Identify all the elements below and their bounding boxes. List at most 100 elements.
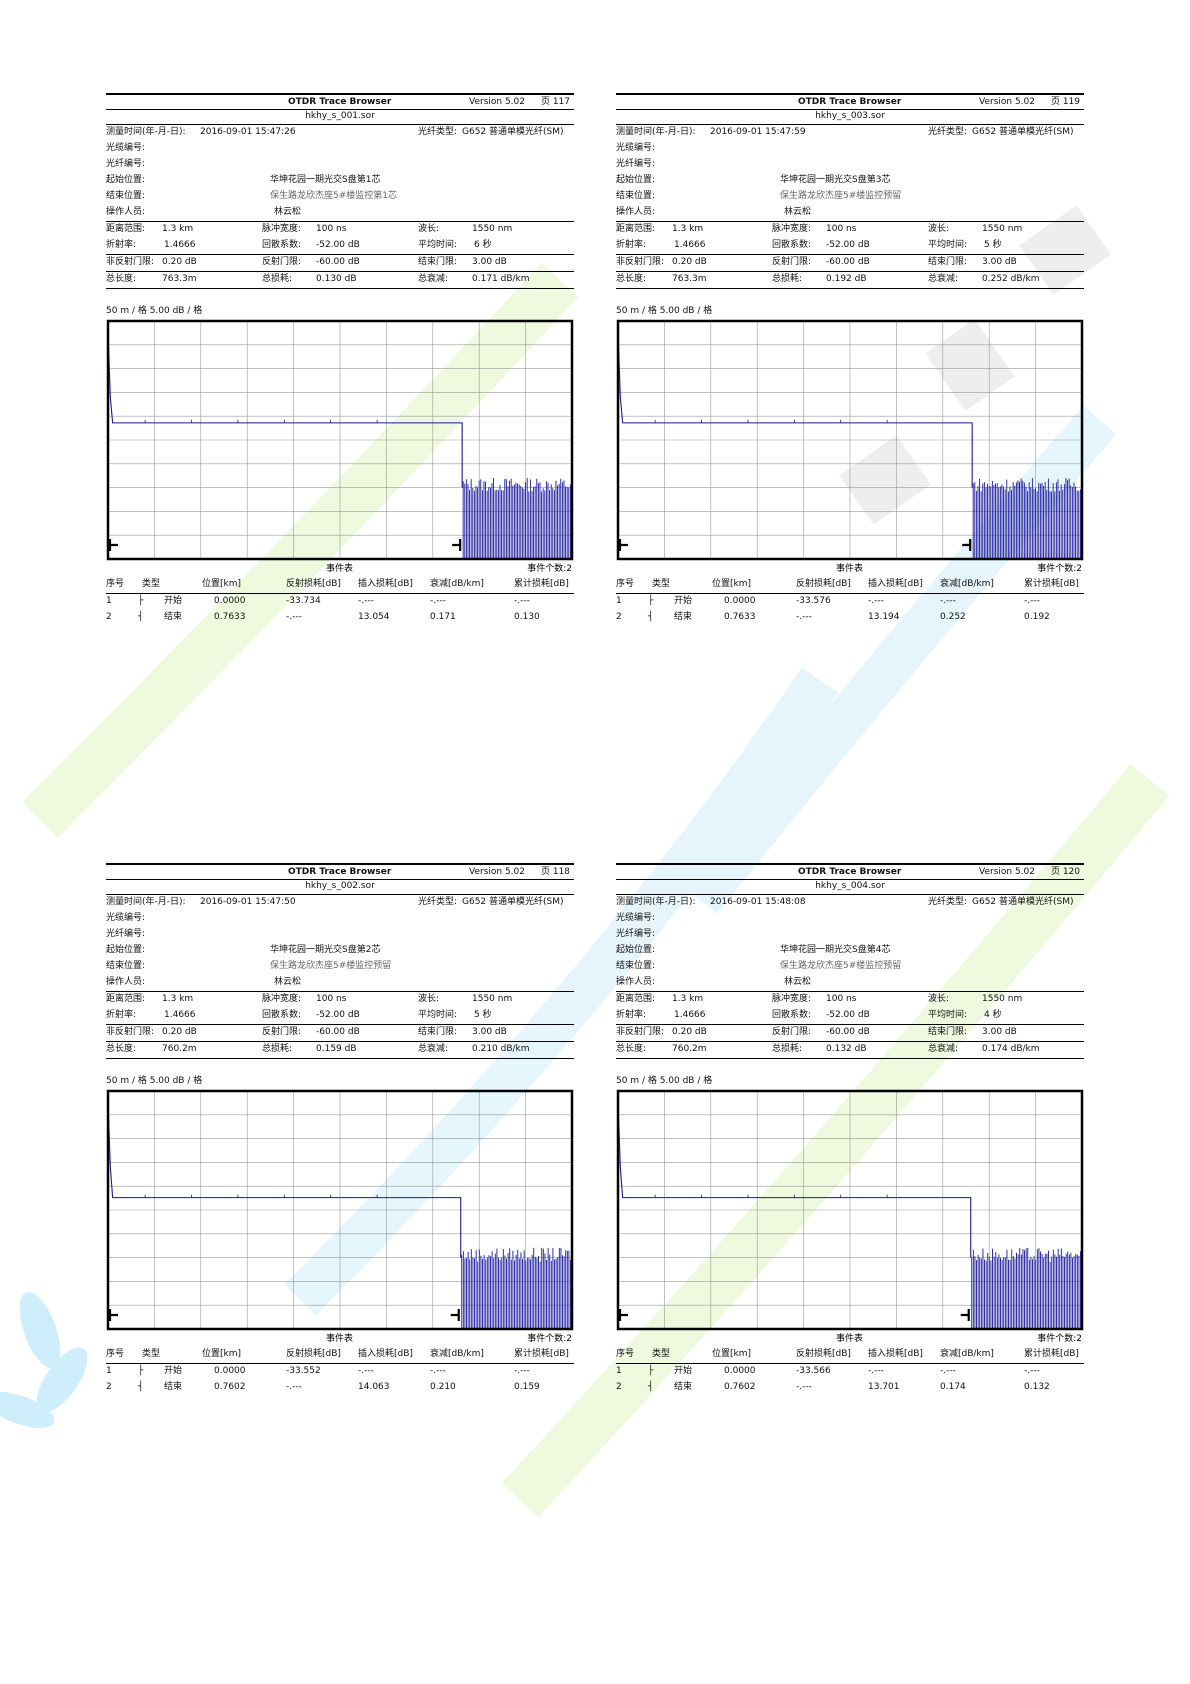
col-cum: 累计损耗[dB] (1024, 579, 1079, 589)
col-cum: 累计损耗[dB] (514, 579, 569, 589)
backscatter-value: -52.00 dB (826, 1010, 870, 1020)
otdr-report-4: OTDR Trace Browser Version 5.02 页 120 hk… (616, 863, 1084, 1396)
end-event-icon: ┤ (648, 1382, 654, 1392)
event-ins: 13.194 (868, 612, 900, 622)
report-title: OTDR Trace Browser (288, 97, 392, 107)
cable-no-label: 光缆编号: (106, 913, 146, 923)
event-cum: 0.130 (514, 612, 540, 622)
file-name: hkhy_s_004.sor (616, 880, 1084, 895)
scale-label: 50 m / 格 5.00 dB / 格 (106, 1076, 203, 1086)
total-len-label: 总长度: (106, 1044, 137, 1054)
event-refl: -33.576 (796, 596, 831, 606)
start-marker-icon (618, 1309, 628, 1321)
event-att: -.--- (430, 596, 446, 606)
index-label: 折射率: (616, 240, 647, 250)
event-pos: 0.0000 (724, 1366, 756, 1376)
event-refl: -.--- (796, 612, 812, 622)
fiber-type-value: G652 普通单模光纤(SM) (972, 127, 1074, 137)
start-marker-icon (108, 1309, 118, 1321)
report-title: OTDR Trace Browser (798, 867, 902, 877)
otdr-trace-chart: 事件表 事件个数:2 (106, 1089, 574, 1344)
cable-no-row: 光缆编号: (106, 141, 574, 157)
index-value: 1.4666 (674, 240, 706, 250)
event-table-title: 事件表 (836, 562, 863, 574)
fiber-type-value: G652 普通单模光纤(SM) (462, 897, 564, 907)
wavelength-label: 波长: (928, 994, 950, 1004)
index-value: 1.4666 (164, 240, 196, 250)
report-header: OTDR Trace Browser Version 5.02 页 119 (616, 93, 1084, 110)
backscatter-value: -52.00 dB (826, 240, 870, 250)
end-event-icon: ┤ (138, 612, 144, 622)
start-pos-value: 华坤花园一期光交S盘第1芯 (270, 175, 381, 185)
file-name: hkhy_s_001.sor (106, 110, 574, 125)
event-att: -.--- (430, 1366, 446, 1376)
event-table-title: 事件表 (836, 1332, 863, 1344)
total-atten-value: 0.174 dB/km (982, 1044, 1040, 1054)
fiber-no-row: 光纤编号: (106, 157, 574, 173)
event-table-header: 序号 类型 位置[km] 反射损耗[dB] 插入损耗[dB] 衰减[dB/km]… (106, 1347, 574, 1364)
otdr-trace-chart: 事件表 事件个数:2 (106, 319, 574, 574)
pulse-label: 脉冲宽度: (262, 224, 302, 234)
total-loss-label: 总损耗: (772, 1044, 803, 1054)
total-len-label: 总长度: (616, 274, 647, 284)
col-ins: 插入损耗[dB] (358, 1349, 413, 1359)
trace-line (617, 1100, 972, 1258)
start-pos-row: 起始位置: 华坤花园一期光交S盘第1芯 (106, 173, 574, 189)
end-marker-icon (962, 539, 972, 551)
meas-time-label: 测量时间(年-月-日): (106, 127, 186, 137)
total-loss-label: 总损耗: (262, 274, 293, 284)
event-table-title: 事件表 (326, 562, 353, 574)
index-label: 折射率: (616, 1010, 647, 1020)
end-thr-label: 结束门限: (418, 257, 458, 267)
scale-label: 50 m / 格 5.00 dB / 格 (616, 1076, 713, 1086)
end-thr-value: 3.00 dB (472, 1027, 507, 1037)
avg-time-label: 平均时间: (418, 240, 458, 250)
threshold-row: 非反射门限: 0.20 dB 反射门限: -60.00 dB 结束门限: 3.0… (106, 255, 574, 272)
range-value: 1.3 km (672, 994, 704, 1004)
event-cum: 0.159 (514, 1382, 540, 1392)
event-att: 0.174 (940, 1382, 966, 1392)
nonrefl-value: 0.20 dB (162, 1027, 197, 1037)
plot-grid (108, 321, 572, 559)
event-att: 0.252 (940, 612, 966, 622)
pulse-value: 100 ns (316, 224, 347, 234)
event-no: 1 (616, 596, 622, 606)
index-row: 折射率: 1.4666 回散系数: -52.00 dB 平均时间: 4 秒 (616, 1008, 1084, 1025)
cable-no-row: 光缆编号: (106, 911, 574, 927)
wavelength-label: 波长: (418, 224, 440, 234)
operator-label: 操作人员: (106, 207, 146, 217)
event-ins: 14.063 (358, 1382, 390, 1392)
col-type: 类型 (142, 579, 161, 589)
col-ins: 插入损耗[dB] (358, 579, 413, 589)
col-refl: 反射损耗[dB] (286, 579, 341, 589)
event-no: 2 (616, 612, 622, 622)
range-row: 距离范围: 1.3 km 脉冲宽度: 100 ns 波长: 1550 nm (106, 992, 574, 1008)
event-ins: 13.701 (868, 1382, 900, 1392)
col-pos: 位置[km] (202, 1349, 242, 1359)
plot-frame (106, 1089, 574, 1331)
col-pos: 位置[km] (202, 579, 242, 589)
meas-time-value: 2016-09-01 15:48:08 (710, 897, 806, 907)
cable-no-label: 光缆编号: (106, 143, 146, 153)
meas-time-label: 测量时间(年-月-日): (616, 127, 696, 137)
event-type: 开始 (674, 1366, 693, 1376)
start-pos-label: 起始位置: (106, 945, 146, 955)
total-loss-value: 0.192 dB (826, 274, 867, 284)
start-marker-icon (108, 539, 118, 551)
event-pos: 0.7633 (214, 612, 246, 622)
col-refl: 反射损耗[dB] (796, 579, 851, 589)
end-pos-label: 结束位置: (616, 191, 656, 201)
range-value: 1.3 km (162, 994, 194, 1004)
page-number: 页 119 (1050, 97, 1080, 107)
wavelength-value: 1550 nm (982, 224, 1023, 234)
nonrefl-label: 非反射门限: (616, 257, 665, 267)
meas-time-row: 测量时间(年-月-日): 2016-09-01 15:47:26 光纤类型: G… (106, 125, 574, 141)
event-type: 结束 (674, 1382, 693, 1392)
start-event-icon: ├ (138, 596, 144, 606)
meas-time-row: 测量时间(年-月-日): 2016-09-01 15:47:59 光纤类型: G… (616, 125, 1084, 141)
wavelength-value: 1550 nm (472, 994, 513, 1004)
otdr-report-2: OTDR Trace Browser Version 5.02 页 119 hk… (616, 93, 1084, 626)
refl-label: 反射门限: (262, 257, 302, 267)
otdr-trace-chart: 事件表 事件个数:2 (616, 1089, 1084, 1344)
end-pos-row: 结束位置: 保生路龙欣杰座5#楼监控预留 (106, 959, 574, 975)
